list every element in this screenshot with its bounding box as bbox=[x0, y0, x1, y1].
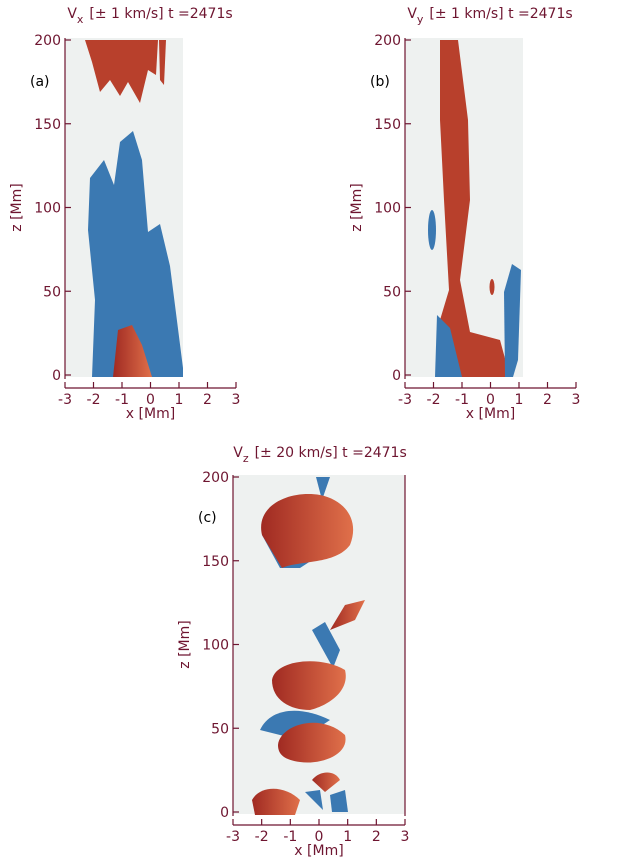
panel-label: (b) bbox=[370, 74, 390, 90]
x-tick-label: -2 bbox=[255, 829, 269, 845]
x-axis-label: x [Mm] bbox=[294, 843, 343, 859]
panel-a-render bbox=[85, 40, 183, 377]
title-symbol: V bbox=[233, 445, 243, 461]
y-tick-label: 150 bbox=[202, 554, 229, 570]
panel-title: Vx [± 1 km/s] t =2471s bbox=[67, 6, 232, 26]
y-tick-label: 200 bbox=[202, 470, 229, 486]
y-axis-label: z [Mm] bbox=[349, 183, 365, 231]
title-symbol: V bbox=[67, 6, 77, 22]
x-tick-label: -2 bbox=[87, 392, 101, 408]
x-tick-label: 3 bbox=[232, 392, 241, 408]
y-tick-label: 50 bbox=[383, 284, 401, 300]
title-subscript: y bbox=[417, 13, 424, 26]
y-tick-label: 50 bbox=[43, 284, 61, 300]
y-tick-label: 150 bbox=[374, 117, 401, 133]
y-tick-label: 200 bbox=[374, 33, 401, 49]
x-tick-label: 1 bbox=[175, 392, 184, 408]
y-tick-label: 200 bbox=[34, 33, 61, 49]
y-tick-label: 50 bbox=[211, 721, 229, 737]
y-tick-label: 100 bbox=[34, 201, 61, 217]
x-tick-label: -3 bbox=[226, 829, 240, 845]
x-tick-label: -1 bbox=[283, 829, 297, 845]
x-tick-label: -1 bbox=[115, 392, 129, 408]
panel-label: (c) bbox=[198, 510, 217, 526]
x-tick-label: -3 bbox=[398, 392, 412, 408]
y-tick-label: 100 bbox=[374, 201, 401, 217]
title-symbol: V bbox=[407, 6, 417, 22]
y-tick-label: 100 bbox=[202, 638, 229, 654]
y-tick-label: 150 bbox=[34, 117, 61, 133]
x-tick-label: 0 bbox=[486, 392, 495, 408]
x-tick-label: 0 bbox=[315, 829, 324, 845]
x-tick-label: -2 bbox=[427, 392, 441, 408]
x-tick-label: 0 bbox=[146, 392, 155, 408]
x-tick-label: -1 bbox=[455, 392, 469, 408]
x-tick-label: -3 bbox=[58, 392, 72, 408]
x-axis-label: x [Mm] bbox=[126, 406, 175, 422]
y-axis-label: z [Mm] bbox=[9, 183, 25, 231]
title-subscript: x bbox=[77, 13, 84, 26]
title-rest: [± 1 km/s] t =2471s bbox=[89, 6, 232, 22]
title-rest: [± 20 km/s] t =2471s bbox=[255, 445, 407, 461]
x-tick-label: 2 bbox=[543, 392, 552, 408]
panel-title: Vz [± 20 km/s] t =2471s bbox=[233, 445, 407, 465]
y-tick-label: 0 bbox=[392, 368, 401, 384]
y-tick-label: 0 bbox=[52, 368, 61, 384]
panel-b-render bbox=[428, 40, 521, 377]
x-tick-label: 2 bbox=[372, 829, 381, 845]
x-tick-label: 3 bbox=[572, 392, 581, 408]
x-tick-label: 2 bbox=[203, 392, 212, 408]
panel-title: Vy [± 1 km/s] t =2471s bbox=[407, 6, 572, 26]
x-tick-label: 1 bbox=[515, 392, 524, 408]
x-axis-label: x [Mm] bbox=[466, 406, 515, 422]
panel-c-render bbox=[252, 477, 365, 815]
x-tick-label: 3 bbox=[401, 829, 410, 845]
title-subscript: z bbox=[243, 452, 249, 465]
y-axis-label: z [Mm] bbox=[177, 620, 193, 668]
x-tick-label: 1 bbox=[343, 829, 352, 845]
y-tick-label: 0 bbox=[220, 805, 229, 821]
title-rest: [± 1 km/s] t =2471s bbox=[429, 6, 572, 22]
panel-label: (a) bbox=[30, 74, 50, 90]
